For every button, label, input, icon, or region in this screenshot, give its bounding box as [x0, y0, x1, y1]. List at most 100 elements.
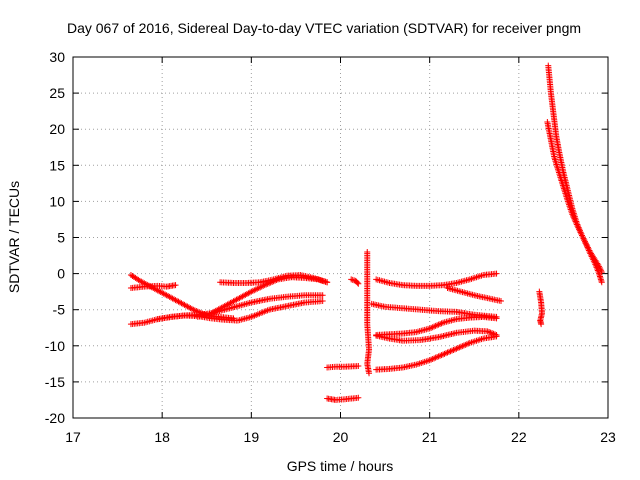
- data-point-track-n: [435, 321, 442, 328]
- series-track-e: [194, 274, 331, 320]
- data-point-track-n: [429, 324, 436, 331]
- data-point-track-s: [569, 211, 576, 218]
- data-point-track-h: [355, 394, 362, 401]
- chart-title: Day 067 of 2016, Sidereal Day-to-day VTE…: [67, 20, 581, 36]
- y-tick-label: 20: [49, 121, 65, 137]
- series-track-j: [364, 248, 373, 377]
- data-point-track-s: [586, 248, 593, 255]
- y-tick-label: -10: [45, 338, 65, 354]
- data-point-track-s: [585, 246, 592, 253]
- data-point-track-s: [573, 220, 580, 227]
- data-point-track-p: [459, 343, 466, 350]
- data-point-track-s: [598, 279, 605, 286]
- data-point-track-p: [457, 343, 464, 350]
- data-point-track-p: [451, 346, 458, 353]
- data-point-track-e: [251, 287, 258, 294]
- series-track-o: [373, 327, 500, 344]
- data-point-track-o: [487, 329, 494, 336]
- data-point-track-n: [431, 323, 438, 330]
- data-point-track-s: [582, 240, 589, 247]
- data-point-track-o: [484, 328, 491, 335]
- y-tick-label: 30: [49, 49, 65, 65]
- data-point-track-p: [429, 355, 436, 362]
- series-track-i: [348, 276, 362, 287]
- x-tick-label: 19: [244, 429, 260, 445]
- data-point-track-e: [255, 285, 262, 292]
- data-point-track-k: [493, 270, 500, 277]
- data-point-track-p: [493, 333, 500, 340]
- data-point-track-e: [249, 287, 256, 294]
- data-point-track-e: [261, 282, 268, 289]
- data-point-track-n: [426, 325, 433, 332]
- y-tick-label: 25: [49, 85, 65, 101]
- data-point-track-e: [257, 284, 264, 291]
- data-point-track-n: [434, 322, 441, 329]
- data-point-track-s: [584, 244, 591, 251]
- data-point-track-g: [355, 363, 362, 370]
- plot-frame: [72, 56, 609, 419]
- x-tick-label: 17: [65, 429, 81, 445]
- x-tick-label: 21: [422, 429, 438, 445]
- data-point-track-n: [493, 315, 500, 322]
- data-point-track-p: [434, 354, 441, 361]
- data-point-track-s: [583, 243, 590, 250]
- y-tick-label: 15: [49, 157, 65, 173]
- y-tick-label: 10: [49, 193, 65, 209]
- data-point-track-p: [440, 351, 447, 358]
- series-track-g: [324, 363, 362, 371]
- data-point-track-n: [432, 322, 439, 329]
- data-point-track-n: [428, 324, 435, 331]
- data-point-track-f: [324, 279, 331, 286]
- data-point-track-i: [354, 279, 361, 286]
- data-point-track-p: [431, 355, 438, 362]
- y-axis-label: SDTVAR / TECUs: [6, 181, 22, 293]
- data-point-track-s: [572, 218, 579, 225]
- data-point-track-p: [441, 350, 448, 357]
- data-point-track-o: [489, 330, 496, 337]
- series-track-m: [444, 285, 504, 305]
- data-point-track-p: [453, 345, 460, 352]
- data-point-track-p: [447, 348, 454, 355]
- data-point-track-s: [585, 247, 592, 254]
- data-point-track-p: [465, 340, 472, 347]
- data-point-track-p: [456, 344, 463, 351]
- series-track-n: [373, 313, 500, 338]
- data-point-track-p: [448, 347, 455, 354]
- data-point-track-b: [188, 305, 195, 312]
- data-point-track-p: [450, 346, 457, 353]
- data-point-track-s: [583, 241, 590, 248]
- series-track-f: [217, 272, 331, 286]
- y-tick-label: 5: [57, 230, 65, 246]
- data-point-track-s: [570, 214, 577, 221]
- data-point-track-p: [437, 352, 444, 359]
- data-point-track-e: [248, 288, 255, 295]
- data-point-track-i: [355, 280, 362, 287]
- y-tick-label: -20: [45, 410, 65, 426]
- data-point-track-n: [437, 320, 444, 327]
- x-axis-label: GPS time / hours: [287, 458, 394, 474]
- y-axis-ticks: -20 -15 -10 -5 0 5 10 15 20 25 30: [45, 49, 608, 426]
- y-tick-label: -5: [53, 302, 66, 318]
- data-point-track-q: [538, 321, 545, 328]
- data-point-track-m: [498, 298, 504, 305]
- data-point-track-p: [426, 357, 433, 364]
- x-tick-label: 22: [511, 429, 527, 445]
- data-point-track-p: [443, 350, 450, 357]
- data-point-track-a: [172, 282, 179, 289]
- series-track-k: [373, 270, 500, 289]
- data-point-track-d: [319, 292, 326, 299]
- series-track-q: [536, 288, 546, 328]
- series-track-s: [544, 118, 605, 286]
- data-point-track-p: [463, 341, 470, 348]
- data-point-track-p: [460, 342, 467, 349]
- data-point-track-p: [438, 352, 445, 359]
- x-tick-label: 18: [154, 429, 170, 445]
- data-point-track-p: [432, 354, 439, 361]
- y-tick-label: -15: [45, 374, 65, 390]
- data-point-track-p: [445, 348, 452, 355]
- data-point-track-o: [486, 328, 493, 335]
- data-points: [127, 62, 605, 403]
- data-point-track-c: [319, 298, 326, 305]
